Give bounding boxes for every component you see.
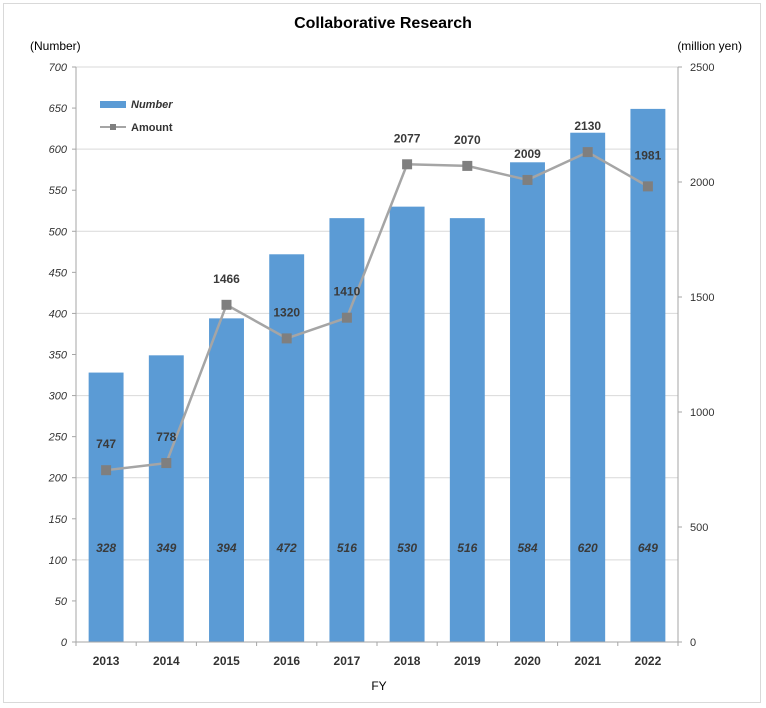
x-axis-label: FY	[371, 679, 386, 693]
bar-2016	[269, 254, 305, 643]
amount-marker-2015	[221, 299, 232, 310]
amount-marker-2020	[522, 174, 533, 185]
bar-2013	[88, 372, 124, 642]
left-tick-label: 150	[49, 514, 68, 526]
line-value-label-2022: 1981	[635, 148, 662, 162]
line-series	[101, 147, 653, 476]
bar-2022	[630, 108, 666, 642]
left-axis-ticks: 0 50 100 150 200 250 300 350 400 450 500 550 600 650 7…	[48, 62, 76, 649]
x-tick-label-2016: 2016	[273, 654, 300, 668]
bar-value-labels: 328 349 394 472 516 530 516 584 620 649	[96, 541, 658, 555]
left-tick-label: 550	[49, 185, 68, 197]
legend-number-swatch	[100, 101, 126, 108]
bar-value-label-2020: 584	[517, 541, 537, 555]
left-tick-label: 250	[48, 432, 68, 444]
line-value-label-2015: 1466	[213, 272, 240, 286]
line-value-label-2019: 2070	[454, 133, 481, 147]
amount-marker-2019	[462, 160, 473, 171]
x-tick-label-2014: 2014	[153, 654, 180, 668]
line-value-label-2020: 2009	[514, 147, 541, 161]
line-value-label-2014: 778	[156, 430, 176, 444]
bar-2018	[389, 206, 425, 642]
right-tick-label: 1000	[690, 407, 714, 419]
amount-marker-2016	[281, 333, 292, 344]
legend: Number Amount	[100, 99, 173, 134]
bar-2021	[570, 132, 606, 642]
line-value-label-2018: 2077	[394, 131, 421, 145]
collaborative-research-chart: Collaborative Research (Number) (million…	[30, 15, 742, 693]
left-tick-label: 600	[49, 144, 68, 156]
left-tick-label: 700	[49, 62, 68, 74]
left-tick-label: 350	[49, 350, 68, 362]
left-tick-label: 400	[49, 308, 68, 320]
bar-series	[88, 108, 666, 643]
x-axis-ticks: 2013 2014 2015 2016 2017 2018 2019 2020 2021 2022	[75, 642, 679, 668]
bar-2015	[209, 318, 244, 642]
line-value-label-2017: 1410	[334, 285, 361, 299]
left-tick-label: 200	[48, 473, 68, 485]
legend-amount-label: Amount	[131, 122, 173, 134]
amount-marker-2013	[101, 465, 112, 476]
amount-marker-2021	[582, 147, 593, 158]
x-tick-label-2013: 2013	[93, 654, 120, 668]
left-axis-unit: (Number)	[30, 39, 81, 53]
right-tick-label: 2000	[690, 177, 714, 189]
x-tick-label-2020: 2020	[514, 654, 541, 668]
line-value-labels: 747 778 1466 1320 1410 2077 2070 2009 2130 1981	[96, 119, 661, 451]
left-tick-label: 500	[49, 226, 68, 238]
legend-number-label: Number	[131, 99, 173, 111]
line-value-label-2021: 2130	[574, 119, 601, 133]
right-tick-label: 500	[690, 522, 708, 534]
x-tick-label-2015: 2015	[213, 654, 240, 668]
left-tick-label: 450	[49, 267, 68, 279]
bar-2017	[329, 218, 365, 642]
x-tick-label-2021: 2021	[574, 654, 601, 668]
left-tick-label: 50	[55, 596, 68, 608]
bar-value-label-2015: 394	[216, 541, 236, 555]
left-tick-label: 100	[49, 555, 68, 567]
left-tick-label: 0	[61, 637, 68, 649]
right-tick-label: 2500	[690, 62, 714, 74]
amount-marker-2018	[402, 159, 413, 170]
left-tick-label: 650	[49, 103, 68, 115]
right-tick-label: 1500	[690, 292, 714, 304]
bar-value-label-2022: 649	[638, 541, 658, 555]
chart-title: Collaborative Research	[294, 15, 472, 32]
bar-2019	[449, 218, 485, 642]
amount-line	[105, 150, 649, 472]
x-tick-label-2017: 2017	[334, 654, 361, 668]
bar-2020	[510, 162, 545, 643]
right-tick-label: 0	[690, 637, 696, 649]
x-tick-label-2022: 2022	[635, 654, 662, 668]
line-value-label-2013: 747	[96, 437, 116, 451]
bar-value-label-2019: 516	[457, 541, 477, 555]
line-value-label-2016: 1320	[273, 305, 300, 319]
x-tick-label-2019: 2019	[454, 654, 481, 668]
bar-value-label-2021: 620	[578, 541, 598, 555]
right-axis-unit: (million yen)	[677, 39, 742, 53]
left-tick-label: 300	[49, 391, 68, 403]
legend-amount-marker	[110, 124, 116, 130]
amount-marker-2017	[341, 312, 352, 323]
chart-frame: Collaborative Research (Number) (million…	[3, 3, 761, 703]
bar-value-label-2016: 472	[276, 541, 297, 555]
amount-marker-2014	[161, 458, 172, 469]
right-axis-ticks: 0 500 1000 1500 2000 2500	[678, 62, 714, 649]
amount-marker-2022	[642, 181, 653, 192]
bar-value-label-2014: 349	[156, 541, 176, 555]
bar-value-label-2017: 516	[337, 541, 357, 555]
bar-2014	[148, 355, 184, 642]
bar-value-label-2018: 530	[397, 541, 417, 555]
x-tick-label-2018: 2018	[394, 654, 421, 668]
bar-value-label-2013: 328	[96, 541, 116, 555]
